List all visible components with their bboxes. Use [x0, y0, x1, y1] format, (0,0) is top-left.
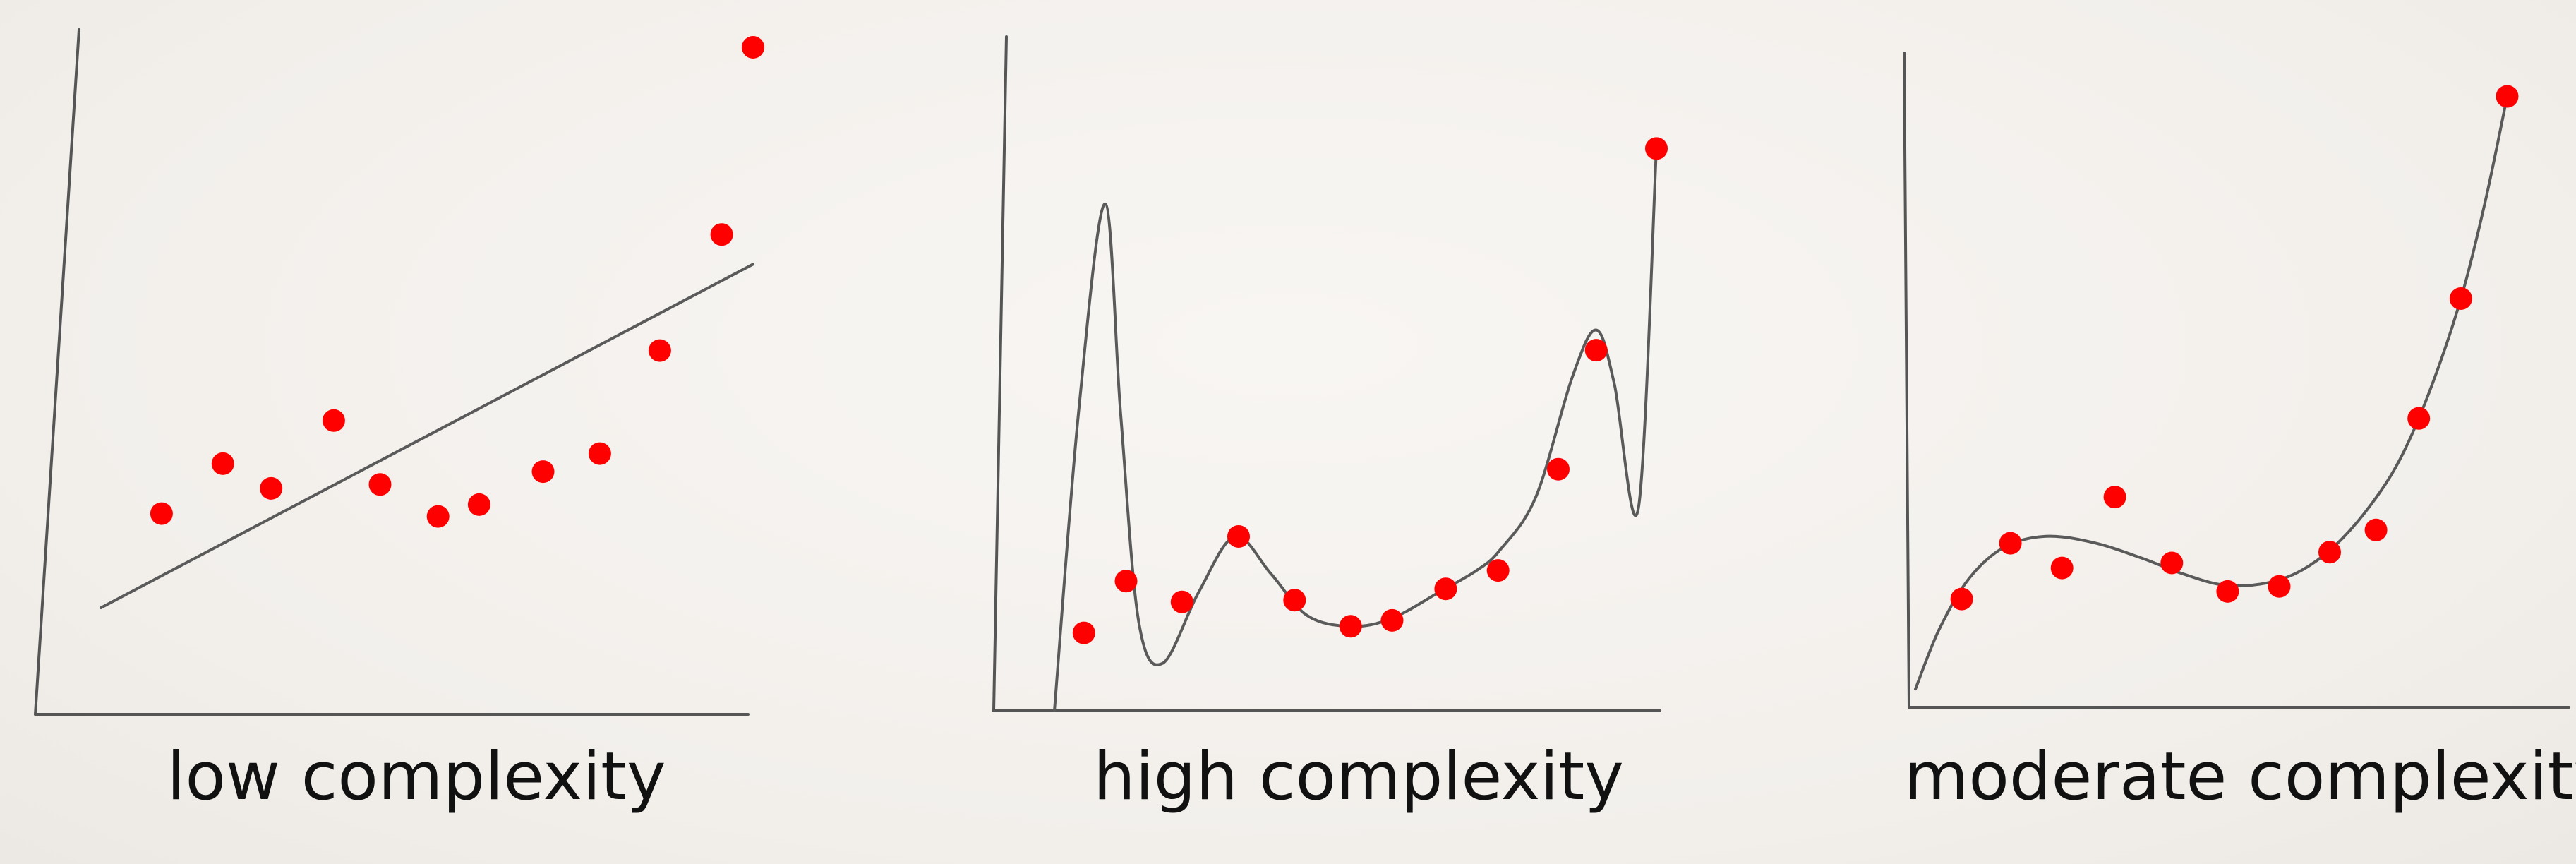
data-point	[1645, 137, 1668, 160]
data-point	[1434, 577, 1457, 601]
data-point	[426, 505, 450, 528]
data-point	[260, 476, 283, 500]
data-point	[1283, 589, 1306, 612]
data-point	[1950, 587, 1973, 611]
data-point	[150, 502, 173, 525]
data-point	[322, 409, 345, 432]
data-point	[1547, 457, 1570, 481]
data-point	[2216, 580, 2239, 603]
data-point	[2449, 287, 2472, 310]
data-point	[2268, 575, 2291, 598]
data-point	[2160, 551, 2184, 575]
data-point	[1114, 570, 1138, 593]
data-point	[1999, 532, 2022, 555]
data-point	[1227, 525, 1250, 548]
data-point	[1486, 559, 1510, 582]
data-point	[531, 460, 555, 484]
panel-moderate-complexity: moderate complexity	[1903, 52, 2576, 815]
data-point	[1339, 615, 1362, 638]
data-point	[2050, 556, 2074, 580]
chart-title: moderate complexity	[1904, 738, 2576, 815]
data-point	[2103, 486, 2126, 509]
data-point	[1170, 590, 1193, 613]
data-point	[1584, 339, 1608, 362]
data-point	[1380, 608, 1404, 632]
panel-low-complexity: low complexity	[34, 28, 764, 815]
model-line	[1914, 95, 2509, 691]
chart-title: low complexity	[167, 738, 666, 815]
plot-area	[100, 36, 764, 609]
y-axis	[1903, 52, 1910, 709]
y-axis	[992, 35, 1008, 712]
plot-area	[1053, 137, 1668, 712]
data-point	[742, 36, 764, 59]
data-point	[467, 493, 490, 516]
panel-high-complexity: high complexity	[992, 35, 1668, 815]
data-point	[648, 339, 671, 362]
model-line	[100, 263, 754, 609]
y-axis	[34, 28, 80, 716]
data-point	[1072, 621, 1095, 644]
plot-area	[1914, 85, 2519, 691]
data-point	[2407, 407, 2431, 430]
data-point	[588, 442, 611, 465]
data-point	[2496, 85, 2519, 108]
data-point	[2318, 541, 2341, 564]
model-line	[1053, 147, 1658, 712]
chart-title: high complexity	[1093, 738, 1624, 815]
data-point	[2364, 518, 2388, 541]
data-point	[710, 223, 733, 246]
data-point	[211, 452, 234, 475]
data-point	[368, 473, 392, 496]
